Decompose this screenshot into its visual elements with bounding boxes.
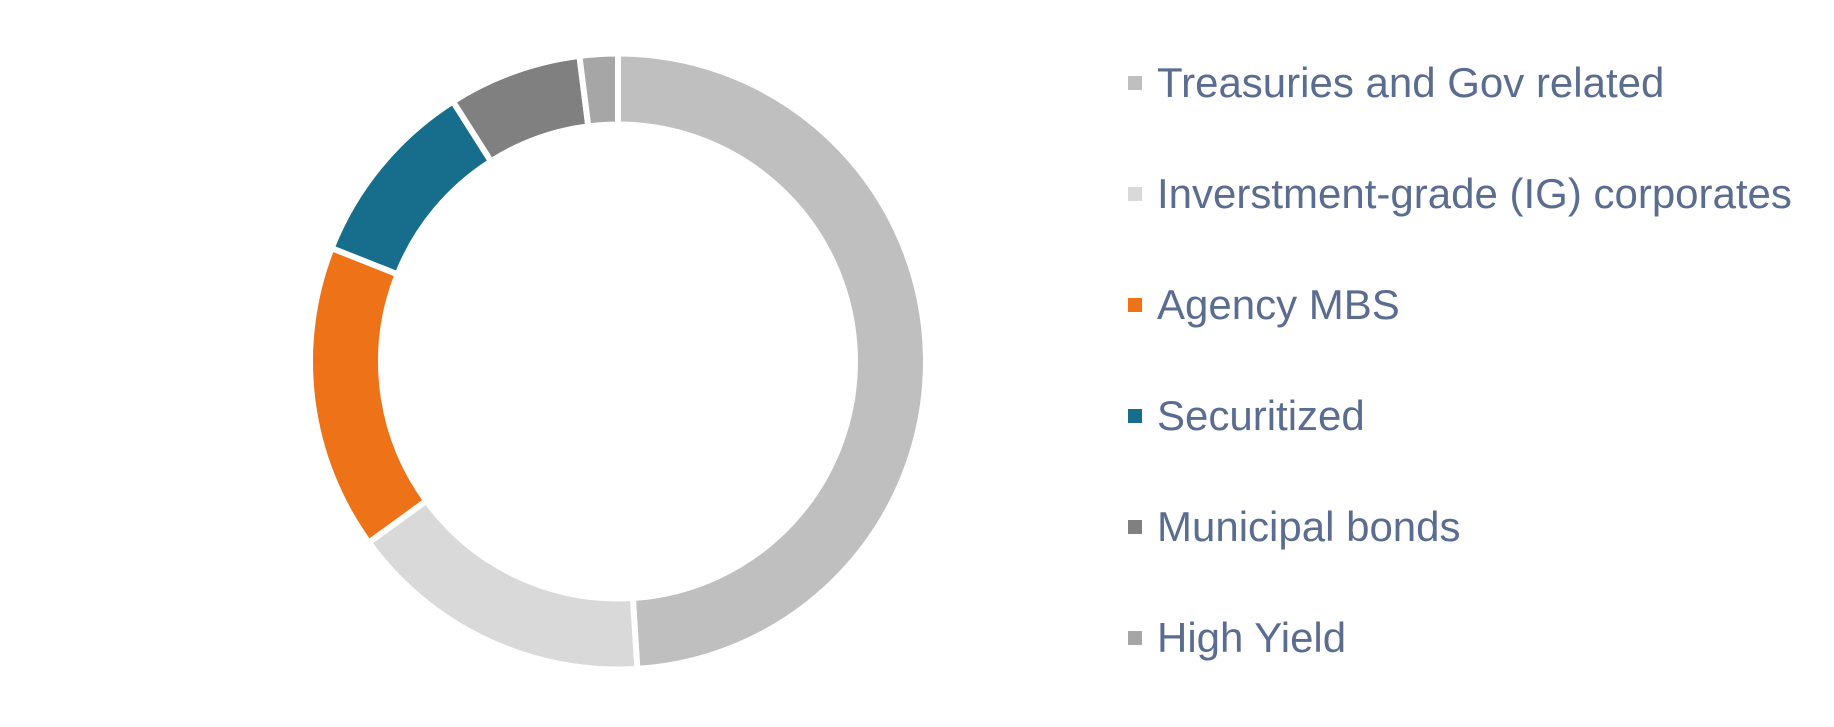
legend-item-treasuries: Treasuries and Gov related [1128, 59, 1792, 107]
legend-item-securitized: Securitized [1128, 392, 1792, 440]
chart-legend: Treasuries and Gov related Inverstment-g… [1128, 59, 1792, 662]
legend-marker-icon [1128, 409, 1142, 423]
legend-label: Securitized [1157, 392, 1365, 439]
legend-marker-icon [1128, 520, 1142, 534]
donut-slice [576, 50, 621, 130]
legend-marker-icon [1128, 76, 1142, 90]
legend-label: Treasuries and Gov related [1157, 59, 1665, 106]
legend-item-municipal-bonds: Municipal bonds [1128, 503, 1792, 551]
legend-label: High Yield [1157, 614, 1347, 661]
donut-slice [615, 50, 929, 673]
legend-label: Agency MBS [1157, 281, 1400, 328]
legend-marker-icon [1128, 631, 1142, 645]
donut-chart [307, 50, 929, 673]
legend-marker-icon [1128, 298, 1142, 312]
legend-item-high-yield: High Yield [1128, 614, 1792, 662]
legend-label: Inverstment-grade (IG) corporates [1157, 170, 1792, 217]
legend-marker-icon [1128, 187, 1142, 201]
legend-item-ig-corporates: Inverstment-grade (IG) corporates [1128, 170, 1792, 218]
legend-item-agency-mbs: Agency MBS [1128, 281, 1792, 329]
donut-slice [364, 496, 641, 673]
donut-slice [307, 244, 431, 547]
legend-label: Municipal bonds [1157, 503, 1461, 550]
